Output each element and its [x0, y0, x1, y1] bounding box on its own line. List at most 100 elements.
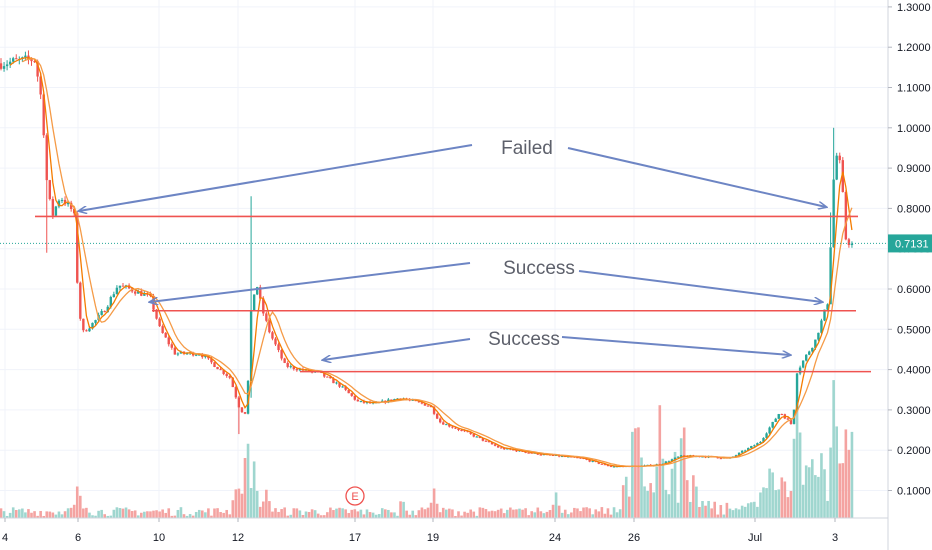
candle-body: [765, 433, 768, 438]
volume-bar: [298, 510, 302, 518]
candle-body: [170, 344, 173, 348]
volume-bar: [225, 509, 228, 518]
candle-body: [176, 353, 180, 355]
candle-body: [15, 58, 18, 60]
volume-bar: [545, 511, 549, 518]
volume-bar: [121, 508, 125, 518]
volume-bar: [469, 509, 472, 518]
volume-bar: [829, 447, 832, 518]
candle-body: [265, 313, 268, 321]
volume-bar: [798, 432, 802, 518]
y-tick-label: 0.1000: [897, 486, 931, 498]
candle-body: [435, 413, 439, 419]
candle-body: [487, 440, 491, 443]
volume-bar: [374, 514, 378, 518]
candle-body: [588, 459, 591, 462]
volume-bar: [85, 507, 88, 518]
candle-body: [457, 428, 460, 431]
volume-bar: [429, 502, 433, 518]
volume-bar: [432, 488, 436, 518]
candle-body: [219, 369, 222, 371]
candle-body: [676, 456, 680, 458]
candle-body: [503, 447, 506, 450]
volume-bar: [551, 504, 555, 518]
candle-body: [820, 320, 823, 333]
volume-bar: [268, 501, 271, 518]
volume-bar: [807, 467, 811, 518]
volume-bar: [631, 431, 634, 518]
candle-body: [33, 61, 36, 63]
volume-bar: [402, 501, 405, 518]
volume-bar: [811, 459, 814, 518]
volume-bar: [133, 510, 137, 518]
candle-body: [579, 457, 582, 459]
candle-body: [198, 354, 201, 356]
volume-bar: [140, 512, 143, 518]
candle-body: [591, 460, 594, 462]
volume-bar: [393, 512, 396, 518]
volume-bar: [582, 507, 585, 518]
annotations-layer[interactable]: Failed Success Success E: [79, 138, 826, 506]
volume-bar: [649, 483, 652, 518]
candle-body: [576, 457, 579, 459]
grid-lines: [0, 0, 888, 518]
candle-body: [490, 442, 494, 445]
volume-bar: [27, 509, 30, 518]
earnings-label: E: [351, 491, 358, 503]
x-tick-label: 3: [832, 532, 838, 544]
volume-bar: [72, 504, 76, 518]
candle-body: [356, 399, 360, 402]
volume-bar: [350, 509, 354, 518]
volume-bar: [734, 508, 738, 518]
candle-body: [280, 350, 283, 359]
volume-bar: [704, 505, 707, 518]
candle-body: [774, 418, 777, 422]
volume-bar: [817, 476, 820, 518]
candle-body: [362, 400, 366, 403]
volume-bar: [661, 458, 665, 518]
volume-bar: [689, 501, 692, 518]
volume-bar: [88, 512, 91, 518]
volume-bar: [39, 510, 42, 518]
candle-body: [493, 444, 497, 446]
candlestick-series[interactable]: [0, 50, 854, 468]
y-tick-label: 0.5000: [897, 324, 931, 336]
volume-bar: [265, 489, 268, 518]
candle-body: [24, 55, 27, 58]
volume-bar: [740, 505, 744, 518]
candle-body: [121, 285, 125, 287]
volume-bar: [359, 509, 363, 518]
volume-bar: [676, 502, 680, 518]
horizontal-levels[interactable]: [35, 215, 871, 373]
annotation-label: Failed: [501, 138, 553, 159]
volume-bar: [756, 506, 759, 518]
volume-bar: [24, 512, 27, 518]
candle-body: [719, 458, 722, 460]
candle-body: [359, 400, 363, 402]
candle-body: [439, 418, 442, 423]
y-tick-label: 1.3000: [897, 2, 931, 14]
candle-body: [823, 309, 826, 321]
volume-bar: [127, 509, 131, 518]
volume-bar: [438, 512, 442, 518]
volume-bar: [594, 509, 598, 518]
volume-bar: [820, 453, 823, 518]
candle-body: [143, 293, 146, 296]
volume-bar: [14, 510, 18, 518]
volume-bar: [615, 512, 619, 518]
volume-bar: [387, 509, 390, 518]
volume-bar: [606, 508, 610, 518]
volume-bar: [271, 511, 274, 518]
candle-body: [45, 135, 48, 181]
volume-bar: [728, 508, 732, 518]
volume-bar: [783, 481, 787, 518]
volume-bar: [634, 428, 637, 518]
volume-bar: [490, 510, 494, 518]
x-tick-label: 6: [75, 532, 81, 544]
volume-bar: [466, 512, 469, 518]
volume-bar: [646, 490, 649, 518]
volume-bar: [295, 508, 299, 518]
y-tick-label: 0.8000: [897, 203, 931, 215]
volume-bar: [506, 509, 509, 518]
